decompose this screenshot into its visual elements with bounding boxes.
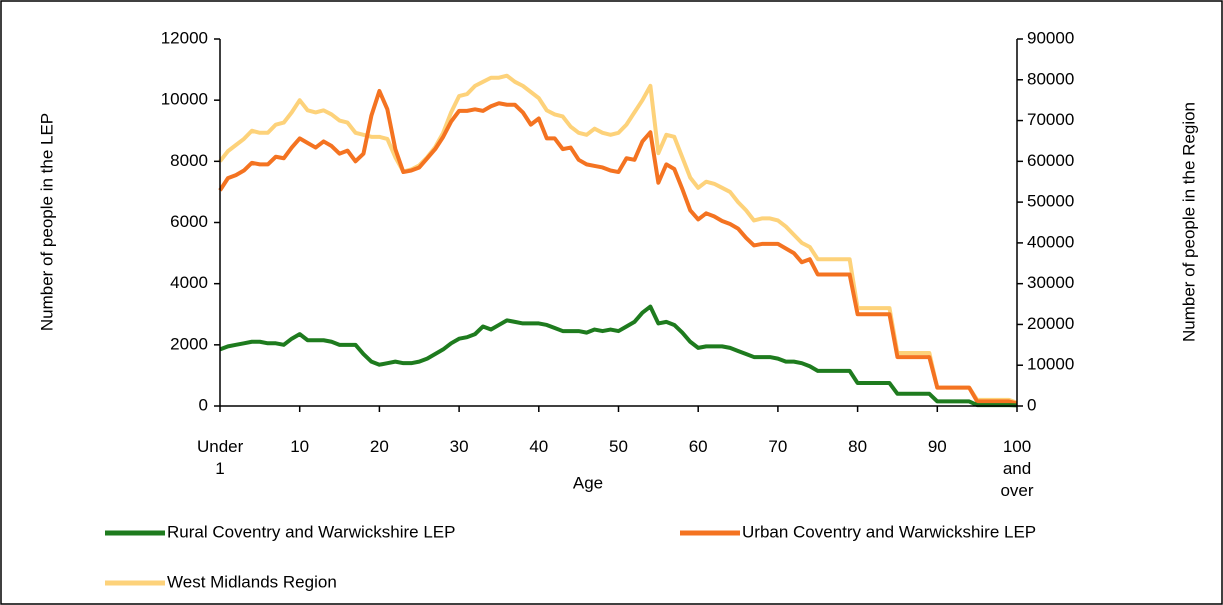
y-tick-label: 4000 bbox=[170, 273, 208, 292]
y2-tick-label: 40000 bbox=[1027, 232, 1074, 251]
x-tick-label: 40 bbox=[529, 437, 549, 456]
y-tick-label: 0 bbox=[199, 395, 208, 414]
y2-tick-label: 70000 bbox=[1027, 110, 1074, 129]
y-tick-label: 6000 bbox=[170, 212, 208, 231]
y2-tick-label: 90000 bbox=[1027, 28, 1074, 47]
x-tick-label: 50 bbox=[609, 437, 628, 456]
x-tick-label: 20 bbox=[369, 437, 389, 456]
y2-tick-label: 50000 bbox=[1027, 192, 1074, 211]
legend-label: Rural Coventry and Warwickshire LEP bbox=[167, 522, 455, 541]
x-tick-label: 90 bbox=[927, 437, 947, 456]
x-tick-label: Under 1 bbox=[197, 437, 244, 478]
y2-tick-label: 60000 bbox=[1027, 151, 1074, 170]
y2-tick-label: 80000 bbox=[1027, 69, 1074, 88]
y-tick-label: 12000 bbox=[161, 28, 208, 47]
y-tick-label: 10000 bbox=[161, 90, 208, 109]
legend-label: Urban Coventry and Warwickshire LEP bbox=[742, 522, 1036, 541]
legend-label: West Midlands Region bbox=[167, 572, 337, 591]
x-tick-label: 80 bbox=[848, 437, 868, 456]
y-tick-label: 8000 bbox=[170, 151, 208, 170]
x-axis-label: Age bbox=[573, 473, 603, 492]
x-tick-label: 100 and over bbox=[1000, 437, 1034, 500]
y-tick-label: 2000 bbox=[170, 334, 208, 353]
y2-tick-label: 20000 bbox=[1027, 314, 1074, 333]
series-line bbox=[219, 304, 1018, 408]
x-tick-label: 30 bbox=[449, 437, 469, 456]
x-tick-label: 60 bbox=[688, 437, 708, 456]
y2-tick-label: 0 bbox=[1027, 395, 1036, 414]
x-tick-label: 10 bbox=[290, 437, 310, 456]
y2-tick-label: 10000 bbox=[1027, 355, 1074, 374]
y2-tick-label: 30000 bbox=[1027, 273, 1074, 292]
y-axis-label: Number of people in the LEP bbox=[37, 113, 56, 331]
series-line bbox=[218, 88, 1018, 406]
y2-axis-label: Number of people in the Region bbox=[1179, 102, 1198, 342]
series-line bbox=[218, 73, 1018, 405]
x-tick-label: 70 bbox=[768, 437, 788, 456]
